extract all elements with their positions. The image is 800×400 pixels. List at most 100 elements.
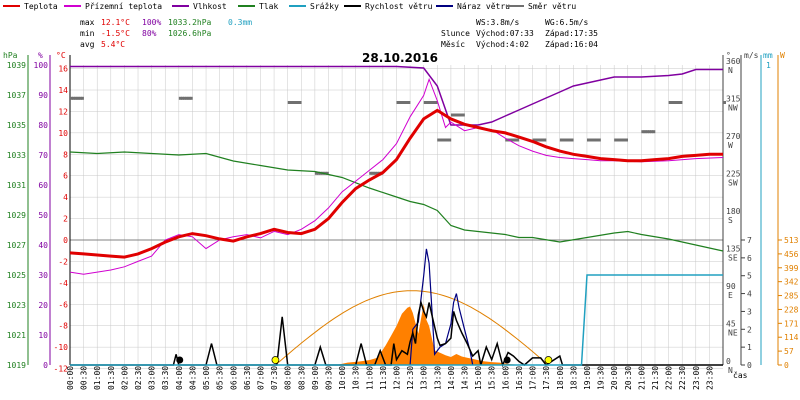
tick-label-time: 19:30	[597, 366, 606, 390]
sunset-marker	[544, 356, 553, 364]
wind-direction-marker	[453, 113, 457, 117]
tick-label-direction: 135	[726, 245, 741, 254]
wind-direction-marker	[543, 138, 547, 142]
tick-label-hpa: 1039	[7, 61, 26, 70]
wind-direction-marker	[434, 101, 438, 104]
wind-direction-marker	[459, 113, 463, 117]
wind-direction-marker	[461, 113, 465, 117]
wind-direction-marker	[625, 138, 628, 142]
wind-direction-marker	[317, 171, 321, 175]
wind-direction-marker	[371, 171, 375, 175]
tick-label-solar: 399	[784, 264, 799, 273]
tick-label-hpa: 1025	[7, 271, 26, 280]
stats-block: max 12.1°C 100% 1033.2hPa 0.3mm min -1.5…	[80, 18, 252, 49]
wind-direction-marker	[614, 138, 618, 142]
wind-direction-marker	[539, 138, 543, 142]
wind-direction-marker	[294, 101, 298, 104]
tick-label-solar: 57	[784, 347, 794, 356]
wind-direction-marker	[400, 101, 404, 104]
wind-direction-marker	[443, 138, 447, 142]
solar-radiation-area	[336, 304, 528, 365]
tick-label-compass: NE	[728, 329, 738, 338]
wind-direction-marker	[541, 138, 545, 142]
wind-direction-marker	[672, 101, 676, 104]
wind-direction-marker	[373, 171, 377, 175]
tick-label-time: 08:30	[297, 366, 306, 390]
legend-wind-gust: Náraz větru	[457, 2, 510, 11]
tick-label-temp: 10	[58, 129, 68, 138]
tick-label-time: 07:30	[270, 366, 279, 390]
wind-direction-marker	[375, 171, 379, 175]
info-ws: WS:3.8m/s	[476, 18, 520, 27]
tick-label-time: 13:30	[433, 366, 442, 390]
wind-direction-marker	[668, 101, 672, 104]
wind-direction-marker	[76, 96, 80, 100]
tick-label-time: 05:30	[216, 366, 225, 390]
tick-label-time: 18:30	[569, 366, 578, 390]
wind-direction-marker	[647, 130, 651, 134]
wind-direction-marker	[723, 101, 726, 104]
stat-avg-label: avg	[80, 40, 95, 49]
wind-direction-marker	[568, 138, 572, 142]
plot-area	[69, 65, 726, 368]
wind-direction-marker	[72, 96, 76, 100]
axis-title-wind: m/s	[744, 51, 759, 60]
wind-direction-marker	[509, 138, 513, 142]
tick-label-pct: 0	[43, 361, 48, 370]
tick-label-time: 02:00	[120, 366, 129, 390]
stat-max-label: max	[80, 18, 95, 27]
tick-label-temp: -8	[58, 322, 68, 331]
tick-label-solar: 456	[784, 250, 799, 259]
tick-label-solar: 114	[784, 333, 799, 342]
tick-label-direction: 90	[726, 282, 736, 291]
wind-direction-marker	[505, 138, 509, 142]
wind-direction-marker	[559, 138, 563, 142]
wind-direction-marker	[405, 101, 409, 104]
wind-direction-marker	[620, 138, 624, 142]
tick-label-wind: 7	[747, 236, 752, 245]
wind-direction-marker	[677, 101, 681, 104]
wind-direction-marker	[78, 96, 82, 100]
wind-direction-marker	[325, 171, 329, 175]
tick-label-time: 05:00	[202, 366, 211, 390]
wind-direction-marker	[292, 101, 295, 104]
wind-direction-marker	[652, 130, 656, 134]
wind-direction-marker	[645, 130, 649, 134]
wind-direction-marker	[178, 96, 182, 100]
wind-direction-marker	[407, 101, 411, 104]
wind-direction-marker	[514, 138, 517, 142]
tick-label-temp: 12	[58, 107, 68, 116]
tick-label-compass: N	[728, 366, 733, 375]
tick-label-time: 17:00	[529, 366, 538, 390]
wind-direction-marker	[441, 138, 445, 142]
stat-max-press: 1033.2hPa	[168, 18, 212, 27]
tick-label-temp: 0	[63, 236, 68, 245]
wind-direction-marker	[70, 96, 73, 100]
wind-direction-marker	[591, 138, 595, 142]
tick-label-hpa: 1033	[7, 151, 26, 160]
tick-label-pct: 60	[38, 181, 48, 190]
wind-direction-marker	[589, 138, 593, 142]
tick-label-temp: 6	[63, 172, 68, 181]
tick-label-hpa: 1023	[7, 301, 26, 310]
wind-direction-marker	[679, 101, 683, 104]
wind-direction-marker	[641, 130, 645, 134]
tick-label-solar: 0	[784, 361, 789, 370]
solar-theoretical-curve	[275, 290, 549, 366]
info-sun-set: Západ:17:35	[545, 29, 598, 38]
wind-direction-marker	[564, 138, 568, 142]
tick-label-time: 11:00	[365, 366, 374, 390]
legend: Teplota Přízemní teplota Vlhkost Tlak Sr…	[3, 2, 576, 11]
tick-label-time: 04:30	[188, 366, 197, 390]
tick-label-solar: 285	[784, 292, 799, 301]
wind-direction-marker	[298, 101, 302, 104]
tick-label-wind: 3	[747, 307, 752, 316]
wind-direction-marker	[597, 138, 601, 142]
stat-avg-temp: 5.4°C	[101, 40, 125, 49]
legend-wind-speed: Rychlost větru	[365, 2, 433, 11]
tick-label-direction: 180	[726, 207, 741, 216]
tick-label-direction: 360	[726, 57, 741, 66]
tick-label-compass: E	[728, 291, 733, 300]
rain-axis-top: 1	[766, 61, 771, 70]
wind-direction-marker	[296, 101, 300, 104]
